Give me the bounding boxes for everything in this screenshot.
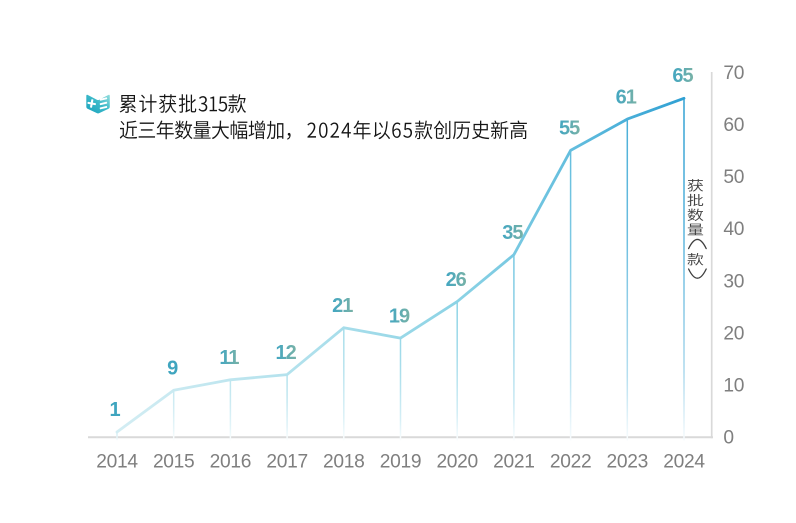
svg-text:2024: 2024 bbox=[663, 451, 705, 472]
svg-text:10: 10 bbox=[723, 375, 744, 396]
svg-text:35: 35 bbox=[502, 222, 523, 244]
svg-text:20: 20 bbox=[723, 323, 744, 344]
svg-text:1: 1 bbox=[110, 399, 121, 421]
svg-text:55: 55 bbox=[559, 118, 580, 140]
svg-text:2016: 2016 bbox=[210, 451, 252, 472]
svg-text:65: 65 bbox=[672, 65, 693, 87]
svg-text:2023: 2023 bbox=[607, 451, 649, 472]
svg-text:60: 60 bbox=[723, 115, 744, 136]
svg-text:70: 70 bbox=[723, 63, 744, 84]
svg-text:12: 12 bbox=[275, 342, 296, 364]
svg-text:2017: 2017 bbox=[266, 451, 308, 472]
svg-text:2019: 2019 bbox=[380, 451, 422, 472]
svg-text:50: 50 bbox=[723, 167, 744, 188]
svg-text:2018: 2018 bbox=[323, 451, 365, 472]
svg-text:30: 30 bbox=[723, 271, 744, 292]
svg-text:11: 11 bbox=[219, 347, 239, 369]
svg-text:0: 0 bbox=[723, 428, 733, 449]
svg-text:9: 9 bbox=[167, 358, 178, 380]
svg-text:2022: 2022 bbox=[550, 451, 592, 472]
svg-text:2021: 2021 bbox=[493, 451, 535, 472]
svg-text:2014: 2014 bbox=[96, 451, 138, 472]
svg-text:2015: 2015 bbox=[153, 451, 195, 472]
svg-text:2020: 2020 bbox=[436, 451, 478, 472]
svg-text:40: 40 bbox=[723, 219, 744, 240]
svg-text:21: 21 bbox=[332, 295, 353, 317]
svg-text:61: 61 bbox=[616, 86, 637, 108]
svg-text:26: 26 bbox=[446, 269, 467, 291]
svg-text:19: 19 bbox=[389, 305, 410, 327]
